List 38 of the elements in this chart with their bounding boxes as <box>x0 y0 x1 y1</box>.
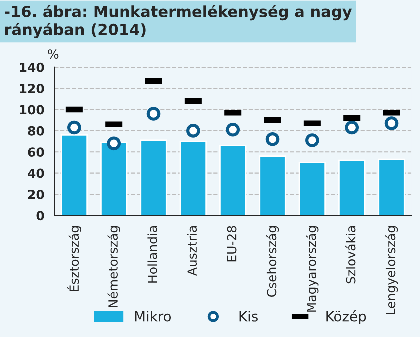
legend-label: Mikro <box>135 311 172 322</box>
x-tick-label: Észtország <box>67 226 82 292</box>
y-tick-label: 40 <box>28 168 44 178</box>
bar <box>180 140 208 216</box>
point <box>266 132 280 146</box>
point <box>226 122 240 137</box>
y-tick-label: 100 <box>20 105 44 115</box>
x-tick-label: EU-28 <box>227 226 237 262</box>
x-tick-label: Lengyelország <box>385 226 398 314</box>
y-tick-label: 0 <box>36 211 44 221</box>
y-tick-label: 20 <box>28 190 44 200</box>
legend-label: Közép <box>326 310 366 324</box>
chart-title: -16. ábra: Munkatermelékenység a nagy rányában (2014) <box>5 5 352 39</box>
point <box>345 120 360 135</box>
point <box>107 136 122 151</box>
x-tick-label: Németország <box>108 226 120 308</box>
y-tick-label: 80 <box>28 126 44 136</box>
bar <box>298 162 326 216</box>
bar <box>378 158 406 216</box>
bar <box>140 140 168 216</box>
x-tick-label: Ausztria <box>187 226 198 276</box>
point <box>306 134 320 148</box>
x-tick-label: Hollandia <box>148 226 158 283</box>
y-tick-label: 60 <box>28 148 44 158</box>
point <box>384 116 399 130</box>
y-axis-title: % <box>48 50 59 60</box>
legend-label: Kis <box>240 311 258 322</box>
bar <box>259 156 286 216</box>
y-tick-label: 120 <box>20 84 44 94</box>
x-tick-label: Csehország <box>266 226 280 298</box>
x-tick-label: Magyarország <box>306 226 319 312</box>
bar <box>220 145 247 216</box>
point <box>146 107 161 121</box>
x-tick-label: Szlovákia <box>346 226 356 284</box>
point <box>68 120 82 135</box>
y-tick-label: 140 <box>20 62 44 72</box>
bar <box>338 160 366 216</box>
point <box>186 124 200 138</box>
